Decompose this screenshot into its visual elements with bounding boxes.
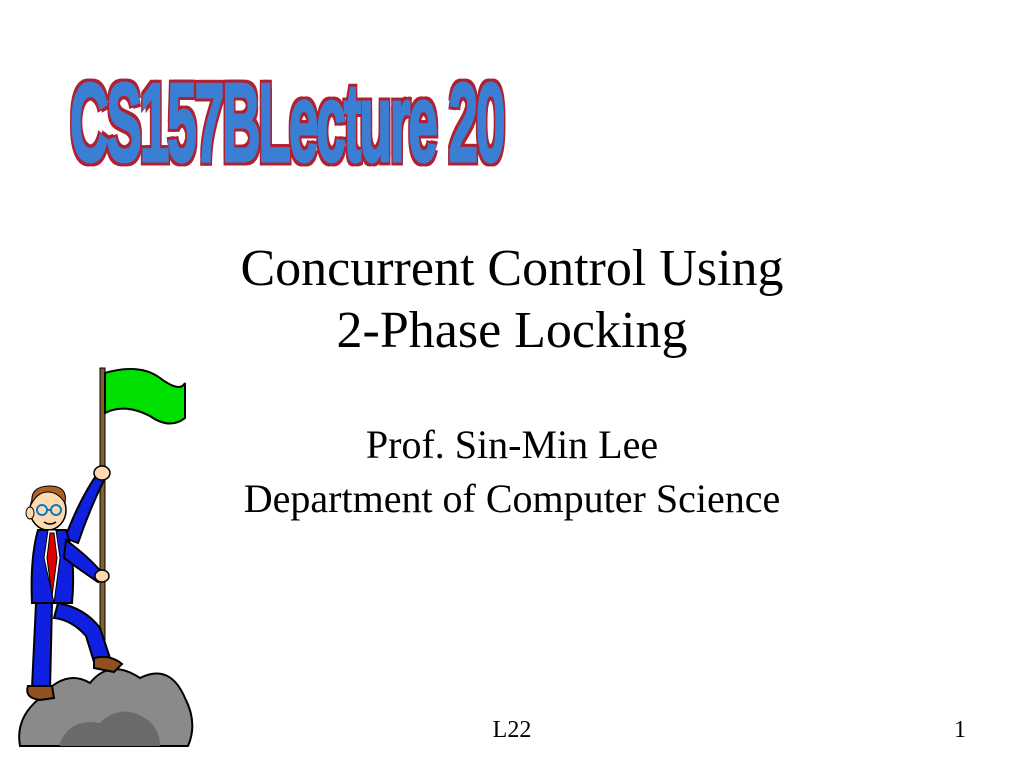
- title-line-1: Concurrent Control Using: [240, 240, 783, 297]
- author-dept: Department of Computer Science: [244, 476, 780, 521]
- title-line-2: 2-Phase Locking: [337, 302, 688, 359]
- lecture-wordart: CS157BLecture 20: [70, 59, 503, 187]
- man-flag-clipart-icon: [10, 358, 200, 748]
- slide-title: Concurrent Control Using 2-Phase Locking: [0, 238, 1024, 363]
- author-name: Prof. Sin-Min Lee: [366, 422, 658, 467]
- footer-page-number: 1: [954, 717, 966, 744]
